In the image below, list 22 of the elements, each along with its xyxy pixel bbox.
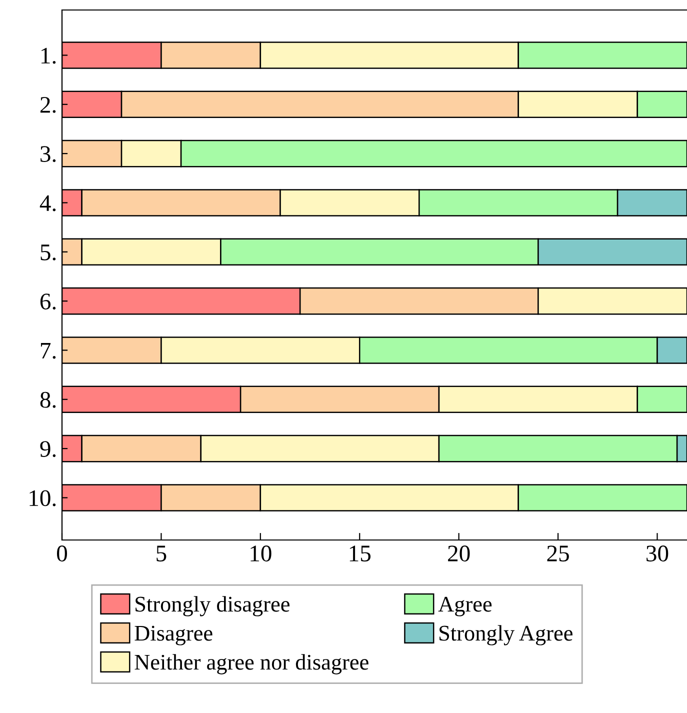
x-tick-label: 25 — [547, 546, 569, 562]
x-tick-label: 30 — [646, 546, 668, 562]
y-tick-label: 6. — [40, 294, 56, 310]
y-tick-label: 3. — [40, 146, 56, 162]
legend-label: Strongly disagree — [136, 596, 290, 616]
y-tick-label: 2. — [40, 96, 56, 113]
y-tick-label: 9. — [40, 441, 56, 458]
legend-label: Agree — [438, 596, 492, 616]
x-tick-label: 15 — [350, 546, 370, 562]
y-tick-label: 4. — [40, 195, 56, 212]
y-tick-label: 7. — [40, 342, 56, 359]
y-tick-label: 5. — [40, 244, 56, 260]
x-tick-label: 5 — [156, 546, 166, 562]
y-tick-label: 1. — [42, 48, 56, 64]
y-tick-label: 8. — [40, 392, 56, 408]
x-tick-label: 10 — [250, 546, 272, 562]
x-tick-label: 0 — [56, 546, 68, 562]
legend-label: Disagree — [134, 626, 212, 646]
y-tick-label: 10. — [30, 490, 56, 506]
legend-label: Strongly Agree — [440, 625, 572, 646]
legend-label: Neither agree nor disagree — [134, 654, 368, 674]
x-tick-label: 20 — [448, 546, 470, 562]
